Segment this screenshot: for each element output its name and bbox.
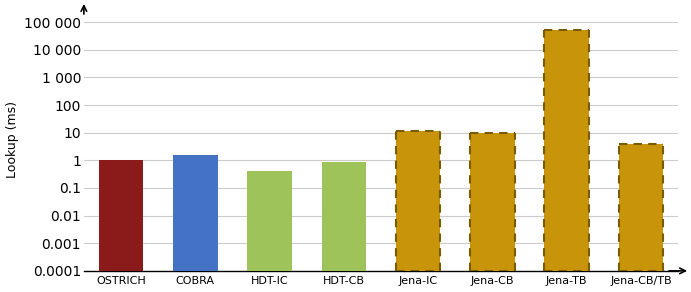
Bar (247, 171, 292, 292)
Bar (99, 160, 143, 292)
Bar (618, 144, 663, 292)
Bar (470, 133, 515, 292)
Bar (173, 155, 218, 292)
Bar (396, 131, 440, 292)
Y-axis label: Lookup (ms): Lookup (ms) (6, 101, 19, 178)
Bar (545, 30, 589, 292)
Bar (321, 161, 366, 292)
